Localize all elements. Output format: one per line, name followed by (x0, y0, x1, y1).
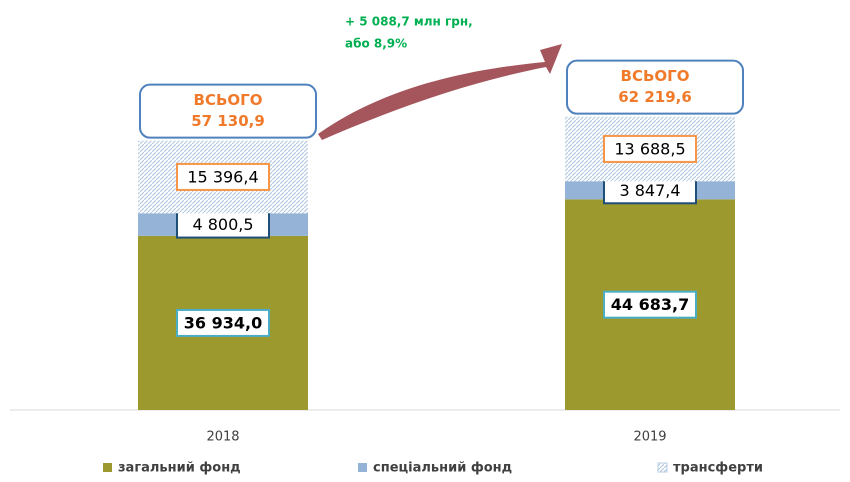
value-label: 3 847,4 (619, 181, 680, 200)
legend-label: трансферти (673, 461, 763, 476)
value-label: 36 934,0 (184, 313, 262, 332)
legend-label: спеціальний фонд (373, 461, 512, 476)
legend-swatch (657, 462, 668, 473)
value-label-box (603, 134, 697, 163)
x-tick-label: 2018 (206, 430, 239, 445)
value-label-box (176, 308, 270, 337)
legend-label: загальний фонд (118, 461, 241, 476)
x-tick-label: 2019 (633, 430, 666, 445)
total-title: ВСЬОГО (621, 67, 690, 85)
growth-arrow (318, 44, 562, 140)
value-label-box (603, 176, 697, 205)
legend-swatch (103, 463, 112, 472)
total-box (139, 83, 317, 139)
value-label: 13 688,5 (614, 139, 685, 158)
total-value: 57 130,9 (191, 112, 265, 130)
value-label: 15 396,4 (187, 167, 258, 186)
total-box (566, 59, 744, 115)
legend-swatch (358, 463, 367, 472)
value-label: 4 800,5 (192, 215, 253, 234)
total-title: ВСЬОГО (194, 91, 263, 109)
value-label-box (176, 162, 270, 191)
annotation: або 8,9% (345, 37, 407, 51)
total-value: 62 219,6 (618, 88, 692, 106)
annotation: + 5 088,7 млн грн, (345, 15, 473, 29)
value-label: 44 683,7 (611, 295, 689, 314)
value-label-box (603, 290, 697, 319)
